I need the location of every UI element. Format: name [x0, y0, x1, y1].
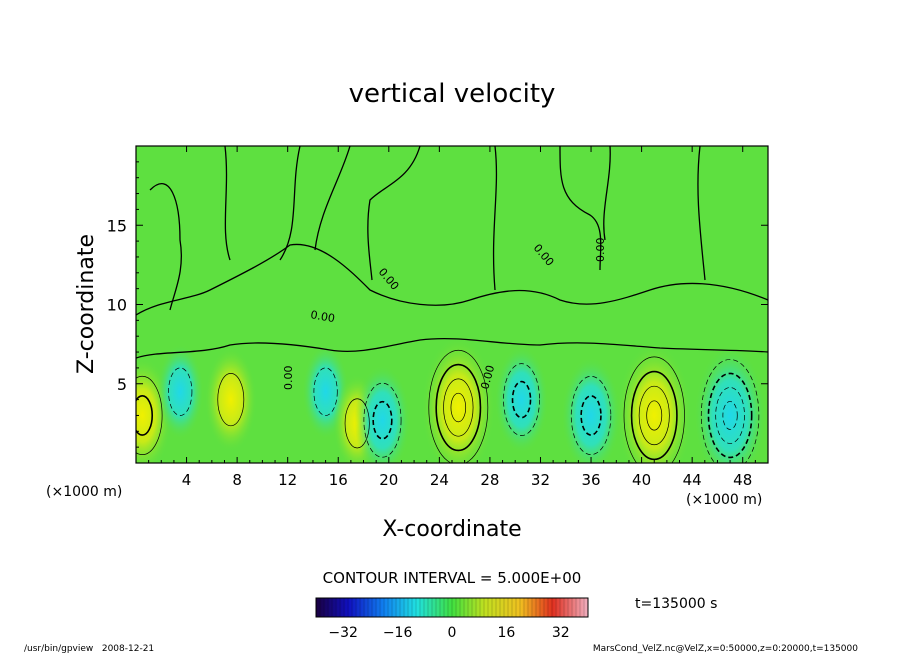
cell-contour [363, 382, 402, 458]
time-text: t=135000 s [635, 596, 717, 612]
downdraft-cell [561, 356, 621, 463]
x-tick-label: 28 [480, 471, 499, 489]
x-tick-label: 8 [232, 471, 242, 489]
zero-contour-column-5 [367, 146, 421, 281]
colorbar-tick-label: 0 [448, 625, 457, 641]
cell-contour [168, 367, 193, 416]
colorbar-tick-label: −16 [383, 625, 413, 641]
zero-contour-column-4 [314, 146, 351, 251]
downdraft-cell [694, 345, 767, 463]
contour-label: 0.00 [478, 364, 497, 391]
cell-contour [511, 380, 532, 419]
colorbar-tick-label: 32 [552, 625, 570, 641]
x-tick-label: 48 [733, 471, 752, 489]
colorbar-tick-label: −32 [328, 625, 358, 641]
contour-label: 0.00 [282, 366, 295, 391]
footer-right: MarsCond_VelZ.nc@VelZ,x=0:50000,z=0:2000… [593, 644, 858, 654]
y-axis-label: Z-coordinate [74, 234, 99, 374]
colorbar-tick-labels: −32 −16 0 16 32 [328, 625, 569, 641]
zero-contour-column-3 [279, 146, 301, 261]
cell-contour [372, 400, 393, 440]
cell-contour [435, 363, 482, 452]
cell-contour [722, 401, 738, 430]
cell-contour [707, 372, 753, 459]
zero-contour-column-9 [697, 146, 706, 281]
cell-contour [646, 400, 663, 431]
x-tick-label: 40 [632, 471, 651, 489]
cell-contour [700, 359, 760, 463]
cell-contour [638, 385, 670, 446]
zero-contour-column-1 [149, 183, 182, 311]
cell-contour [428, 349, 489, 463]
cell-contour [443, 378, 474, 437]
contour-interval-text: CONTOUR INTERVAL = 5.000E+00 [323, 569, 582, 587]
y-tick-label: 10 [107, 296, 127, 315]
x-tick-label: 12 [278, 471, 297, 489]
colorbar-stripes [319, 598, 585, 617]
x-tick-label: 32 [531, 471, 550, 489]
cell-contour [136, 375, 163, 455]
contour-label: 0.00 [309, 308, 335, 325]
y-tick-label: 15 [107, 216, 127, 235]
x-unit-left: (×1000 m) [46, 484, 122, 500]
updraft-cell [421, 335, 496, 463]
y-axis-tick-labels: 5 10 15 [107, 216, 127, 394]
zero-contour-column-6 [492, 146, 498, 291]
x-tick-label: 16 [329, 471, 348, 489]
downdraft-cell [494, 345, 549, 454]
cell-contours [136, 349, 760, 463]
cell-contour [623, 356, 685, 463]
cell-contour [570, 375, 612, 456]
cell-contour [217, 373, 245, 427]
x-axis-ticks [148, 146, 756, 463]
cell-contour [344, 398, 370, 449]
downdraft-cell [354, 364, 411, 463]
y-axis-ticks [136, 161, 768, 448]
heatmap-cells [136, 335, 767, 463]
cell-contour [136, 395, 154, 436]
y-tick-label: 5 [117, 375, 127, 394]
zero-contour-upper [136, 243, 768, 316]
updraft-cell [204, 347, 257, 452]
colorbar [315, 597, 589, 618]
x-axis-tick-labels: 4 8 12 16 20 24 28 32 36 40 44 48 [182, 471, 752, 489]
x-axis-label: X-coordinate [382, 517, 521, 542]
zero-contour-column-8 [603, 146, 611, 241]
cell-contour [580, 395, 602, 436]
contour-label: 0.00 [594, 238, 607, 263]
footer-left: /usr/bin/gpview 2008-12-21 [24, 644, 154, 654]
x-unit-right: (×1000 m) [686, 492, 762, 508]
x-tick-label: 20 [379, 471, 398, 489]
contour-lines [136, 146, 768, 359]
cell-contour [450, 392, 467, 423]
zero-contour-lower [136, 337, 768, 359]
cell-contour [630, 370, 678, 461]
x-tick-label: 4 [182, 471, 192, 489]
cell-contour [313, 367, 338, 416]
colorbar-tick-label: 16 [497, 625, 515, 641]
x-tick-label: 44 [683, 471, 702, 489]
x-tick-label: 36 [581, 471, 600, 489]
x-tick-label: 24 [430, 471, 449, 489]
downdraft-cell [156, 344, 204, 440]
chart-title: vertical velocity [349, 79, 556, 109]
zero-contour-column-2 [224, 146, 231, 261]
cell-contour [503, 363, 540, 436]
cell-contour [715, 387, 745, 444]
updraft-cell [616, 342, 693, 463]
zero-contour-column-7 [559, 146, 602, 271]
